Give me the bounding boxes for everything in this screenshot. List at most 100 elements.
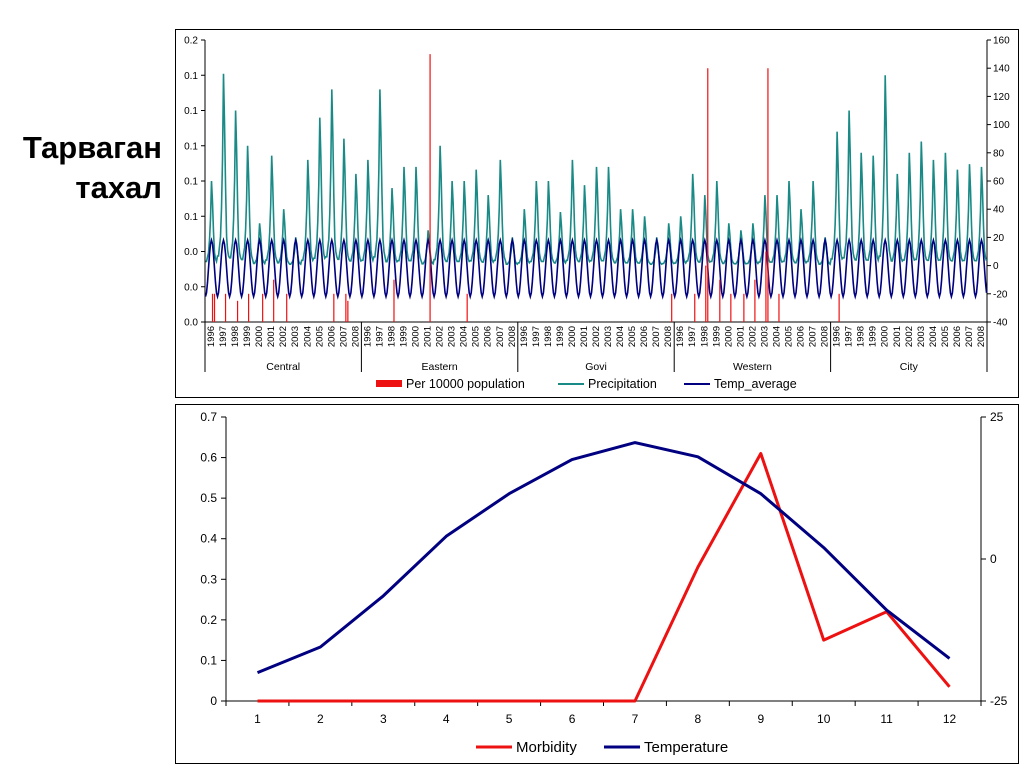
year-tick-label: 2000 [567, 326, 578, 347]
year-tick-label: 2000 [723, 326, 734, 347]
year-tick-label: 2007 [964, 326, 975, 347]
left-tick-label: 0.0 [184, 247, 198, 258]
monthly-chart-svg: 0.2 0.1 0.1 0.1 0.1 0.1 0.0 0.0 0.0 160 140 120 100 8… [184, 36, 1010, 392]
year-tick-label: 1996 [519, 326, 530, 347]
year-tick-label: 1997 [844, 326, 855, 347]
year-tick-label: 2006 [796, 326, 807, 347]
x-tick-label: 7 [632, 712, 639, 726]
year-tick-label: 2006 [639, 326, 650, 347]
x-tick-label: 6 [569, 712, 576, 726]
right-tick-label: 60 [993, 177, 1005, 188]
year-tick-label: 2000 [254, 326, 265, 347]
year-tick-label: 1996 [206, 326, 217, 347]
year-tick-label: 2007 [338, 326, 349, 347]
left-tick-label: 0.1 [184, 141, 198, 152]
year-tick-label: 2001 [892, 326, 903, 347]
x-tick-label: 1 [254, 712, 261, 726]
year-tick-label: 2005 [471, 326, 482, 347]
year-tick-label: 2003 [447, 326, 458, 347]
year-tick-label: 2004 [459, 326, 470, 347]
right-tick-label: 20 [993, 233, 1005, 244]
year-tick-label: 1997 [218, 326, 229, 347]
year-tick-label: 2008 [507, 326, 518, 347]
right-tick-label: 40 [993, 205, 1005, 216]
year-tick-label: 1998 [387, 326, 398, 347]
right-tick-label: 0 [990, 552, 997, 566]
year-tick-label: 2007 [808, 326, 819, 347]
left-tick-label: 0.0 [184, 282, 198, 293]
year-tick-label: 2004 [615, 326, 626, 347]
year-tick-label: 2002 [591, 326, 602, 347]
right-tick-label: -20 [993, 289, 1008, 300]
year-tick-label: 2005 [784, 326, 795, 347]
year-tick-label: 2001 [579, 326, 590, 347]
year-tick-label: 2006 [326, 326, 337, 347]
region-label: Govi [585, 361, 607, 373]
year-tick-label: 2005 [627, 326, 638, 347]
region-label: Central [266, 361, 300, 373]
temperature-series-line [256, 441, 951, 674]
year-tick-label: 1998 [543, 326, 554, 347]
legend-bar-label: Per 10000 population [406, 377, 525, 391]
legend-morbidity-label: Morbidity [516, 739, 577, 756]
morbidity-series-line [257, 452, 951, 703]
year-tick-label: 1996 [362, 326, 373, 347]
right-tick-label: 140 [993, 64, 1010, 75]
year-tick-label: 2003 [916, 326, 927, 347]
year-tick-label: 2002 [435, 326, 446, 347]
right-tick-label: 160 [993, 36, 1010, 47]
year-tick-label: 1996 [675, 326, 686, 347]
x-tick-label: 4 [443, 712, 450, 726]
temperature-series-line [204, 237, 988, 300]
right-tick-label: 0 [993, 261, 999, 272]
year-tick-label: 1999 [711, 326, 722, 347]
year-tick-label: 2001 [735, 326, 746, 347]
year-tick-label: 1999 [555, 326, 566, 347]
year-tick-label: 2008 [820, 326, 831, 347]
legend-temperature-label: Temperature [644, 739, 728, 756]
right-tick-label: 80 [993, 148, 1005, 159]
right-tick-label: 25 [990, 410, 1004, 424]
year-tick-label: 2007 [651, 326, 662, 347]
slide-title: Тарваган тахал [0, 128, 162, 208]
left-tick-label: 0.4 [200, 532, 217, 546]
x-tick-label: 11 [880, 712, 893, 726]
year-tick-label: 1999 [242, 326, 253, 347]
legend-bar-swatch [376, 380, 402, 387]
chart-panel-monthly: 0.2 0.1 0.1 0.1 0.1 0.1 0.0 0.0 0.0 160 140 120 100 8… [175, 29, 1019, 398]
left-tick-label: 0.7 [200, 410, 217, 424]
year-tick-label: 1998 [230, 326, 241, 347]
region-label: City [900, 361, 919, 373]
right-tick-label: 100 [993, 120, 1010, 131]
x-tick-label: 12 [943, 712, 957, 726]
year-tick-label: 1998 [699, 326, 710, 347]
left-tick-label: 0.5 [200, 491, 217, 505]
year-tick-label: 2004 [302, 326, 313, 347]
year-tick-label: 2004 [772, 326, 783, 347]
left-tick-label: 0 [210, 694, 217, 708]
left-tick-label: 0.2 [200, 613, 217, 627]
title-line-2: тахал [75, 170, 162, 205]
year-tick-label: 2008 [663, 326, 674, 347]
left-tick-label: 0.3 [200, 572, 217, 586]
year-tick-label: 1997 [687, 326, 698, 347]
left-tick-label: 0.1 [184, 71, 198, 82]
left-tick-label: 0.6 [200, 451, 217, 465]
x-tick-label: 10 [817, 712, 831, 726]
year-tick-label: 2002 [747, 326, 758, 347]
year-tick-label: 2003 [290, 326, 301, 347]
year-tick-label: 1999 [399, 326, 410, 347]
left-tick-label: 0.1 [184, 212, 198, 223]
year-tick-label: 2005 [940, 326, 951, 347]
year-tick-label: 2003 [603, 326, 614, 347]
left-tick-label: 0.1 [184, 177, 198, 188]
x-tick-label: 5 [506, 712, 513, 726]
year-tick-label: 2001 [423, 326, 434, 347]
year-tick-label: 2008 [350, 326, 361, 347]
region-label: Western [733, 361, 772, 373]
region-label: Eastern [422, 361, 458, 373]
year-tick-label: 1998 [856, 326, 867, 347]
year-tick-label: 2001 [266, 326, 277, 347]
year-tick-label: 2007 [495, 326, 506, 347]
